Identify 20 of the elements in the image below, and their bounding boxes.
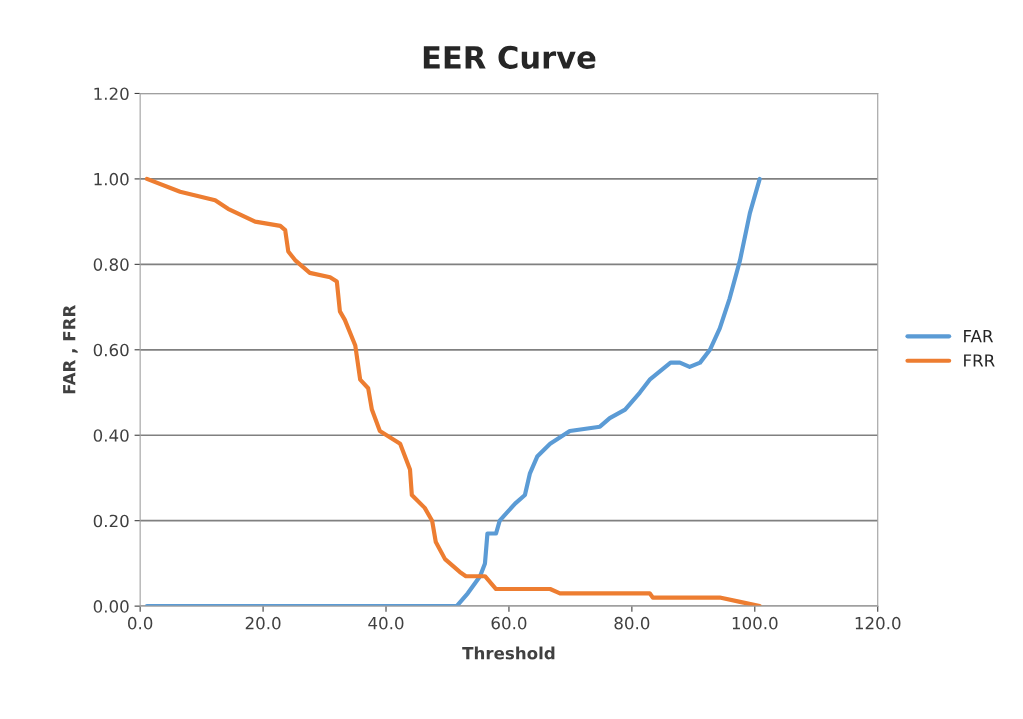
y-tick-label: 0.80 — [93, 258, 129, 271]
y-tick-label: 0.20 — [93, 514, 129, 528]
x-tick-label: 80.0 — [614, 616, 650, 630]
x-tick-label: 20.0 — [245, 616, 281, 630]
y-axis-title: FAR , FRR — [63, 305, 78, 394]
x-axis-title: Threshold — [462, 646, 555, 660]
legend-label: FRR — [964, 354, 995, 367]
x-tick-label: 120.0 — [855, 616, 901, 630]
chart-title: EER Curve — [423, 45, 596, 69]
y-tick-label: 0.00 — [93, 600, 129, 613]
x-tick-label: 40.0 — [368, 616, 404, 630]
y-tick-label: 0.60 — [93, 343, 129, 357]
y-tick-label: 0.40 — [93, 429, 129, 442]
x-tick-label: 60.0 — [491, 616, 527, 630]
y-tick-label: 1.00 — [94, 172, 129, 186]
legend-label: FAR — [964, 330, 994, 343]
x-tick-label: 100.0 — [732, 616, 778, 630]
x-tick-label: 0.0 — [128, 616, 153, 630]
y-tick-label: 1.20 — [94, 87, 129, 101]
line-series — [144, 176, 762, 607]
